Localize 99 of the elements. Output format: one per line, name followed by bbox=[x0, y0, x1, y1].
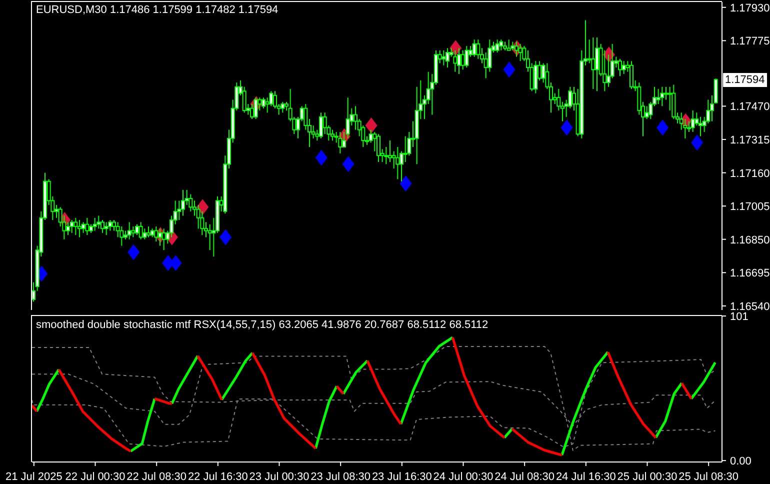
candlestick bbox=[396, 146, 400, 180]
candlestick bbox=[388, 140, 392, 163]
candlestick bbox=[54, 204, 58, 218]
candlestick bbox=[672, 84, 676, 120]
candlestick bbox=[319, 112, 323, 139]
candlestick bbox=[403, 136, 408, 163]
point bbox=[342, 156, 354, 172]
x-tick-label: 23 Jul 16:30 bbox=[372, 471, 432, 483]
point bbox=[220, 229, 232, 246]
candlestick bbox=[104, 222, 108, 236]
candlestick bbox=[506, 39, 511, 51]
candlestick bbox=[74, 217, 78, 236]
candlestick bbox=[96, 215, 101, 230]
candlestick bbox=[208, 224, 212, 251]
candlestick bbox=[656, 88, 660, 105]
candlestick bbox=[384, 146, 388, 165]
candlestick bbox=[188, 194, 193, 212]
candlestick bbox=[457, 48, 461, 74]
point bbox=[400, 175, 412, 192]
chart-title: EURUSD,M30 1.17486 1.17599 1.17482 1.17594 bbox=[36, 4, 278, 16]
candlestick bbox=[690, 110, 695, 132]
chart-title: smoothed double stochastic mtf RSX(14,55,7,15) 63.2065 41.9876 20.7687 68.5112 68.5112 bbox=[36, 319, 488, 331]
x-tick-label: 21 Jul 2025 bbox=[5, 471, 62, 483]
x-tick-label: 22 Jul 00:30 bbox=[65, 471, 126, 483]
candlestick bbox=[446, 48, 450, 68]
candlestick bbox=[495, 39, 500, 53]
candlestick bbox=[514, 41, 518, 58]
candlestick bbox=[660, 86, 664, 107]
candlestick bbox=[70, 220, 74, 234]
x-tick-label: 24 Jul 16:30 bbox=[556, 471, 616, 483]
y-tick-label: 1.17160 bbox=[730, 168, 770, 180]
candlestick bbox=[442, 50, 446, 66]
candlestick bbox=[622, 60, 626, 74]
candlestick bbox=[146, 226, 150, 238]
candlestick bbox=[78, 220, 82, 238]
candlestick bbox=[181, 189, 185, 216]
y-tick-label: 101 bbox=[730, 311, 748, 323]
candlestick bbox=[591, 36, 596, 90]
x-tick-label: 24 Jul 00:30 bbox=[433, 471, 494, 483]
annotation: 1.17594 bbox=[723, 72, 767, 87]
candlestick bbox=[131, 226, 136, 238]
point bbox=[560, 120, 573, 136]
candlestick bbox=[664, 86, 668, 100]
point bbox=[503, 62, 516, 78]
y-tick-label: 1.17470 bbox=[730, 101, 770, 114]
x-tick-label: 23 Jul 00:30 bbox=[249, 471, 310, 483]
y-tick-label: 1.17005 bbox=[730, 201, 770, 214]
candlestick bbox=[476, 39, 480, 60]
candlestick bbox=[618, 58, 622, 77]
candlestick bbox=[85, 217, 90, 236]
candlestick bbox=[127, 222, 132, 240]
y-tick-label: 0.00 bbox=[730, 456, 752, 468]
x-tick-label: 25 Jul 00:30 bbox=[617, 471, 678, 483]
candlestick bbox=[135, 224, 139, 236]
candlestick bbox=[499, 39, 504, 51]
y-tick-label: 1.17315 bbox=[730, 134, 770, 146]
y-tick-label: 1.16850 bbox=[730, 234, 770, 246]
candlestick bbox=[376, 134, 380, 163]
point bbox=[128, 244, 140, 260]
candlestick bbox=[460, 50, 465, 70]
x-tick-label: 24 Jul 08:30 bbox=[494, 471, 555, 483]
candlestick bbox=[630, 60, 634, 90]
candlestick bbox=[158, 228, 162, 246]
candlestick bbox=[138, 222, 143, 240]
candlestick bbox=[92, 217, 97, 232]
y-tick-label: 1.16540 bbox=[730, 300, 770, 313]
x-tick-label: 22 Jul 16:30 bbox=[188, 471, 248, 483]
candlestick bbox=[330, 129, 334, 142]
candlestick bbox=[262, 97, 266, 109]
point bbox=[170, 254, 182, 271]
candlestick bbox=[254, 97, 258, 120]
candlestick bbox=[280, 101, 285, 114]
candlestick bbox=[644, 106, 649, 120]
candlestick bbox=[698, 116, 702, 137]
candlestick bbox=[518, 43, 522, 62]
y-tick-label: 1.17775 bbox=[730, 36, 770, 48]
candlestick bbox=[154, 226, 158, 242]
candlestick bbox=[595, 36, 599, 92]
x-tick-label: 25 Jul 08:30 bbox=[678, 471, 739, 483]
candlestick bbox=[338, 131, 342, 154]
candlestick bbox=[464, 46, 469, 68]
x-tick-label: 23 Jul 08:30 bbox=[310, 471, 371, 483]
candlestick bbox=[120, 226, 124, 246]
point bbox=[365, 118, 378, 134]
candlestick bbox=[534, 60, 538, 94]
y-tick-label: 1.16695 bbox=[730, 268, 770, 280]
y-tick-label: 1.17930 bbox=[730, 2, 770, 14]
candlestick bbox=[108, 220, 112, 232]
point bbox=[315, 150, 328, 166]
candlestick bbox=[265, 97, 270, 114]
point bbox=[656, 120, 669, 136]
candlestick bbox=[66, 222, 70, 236]
x-tick-label: 22 Jul 08:30 bbox=[126, 471, 187, 483]
candlestick bbox=[100, 220, 104, 234]
candlestick bbox=[142, 228, 147, 240]
candlestick bbox=[453, 50, 458, 72]
candlestick bbox=[162, 228, 166, 251]
point bbox=[691, 134, 704, 151]
candlestick bbox=[346, 97, 350, 139]
